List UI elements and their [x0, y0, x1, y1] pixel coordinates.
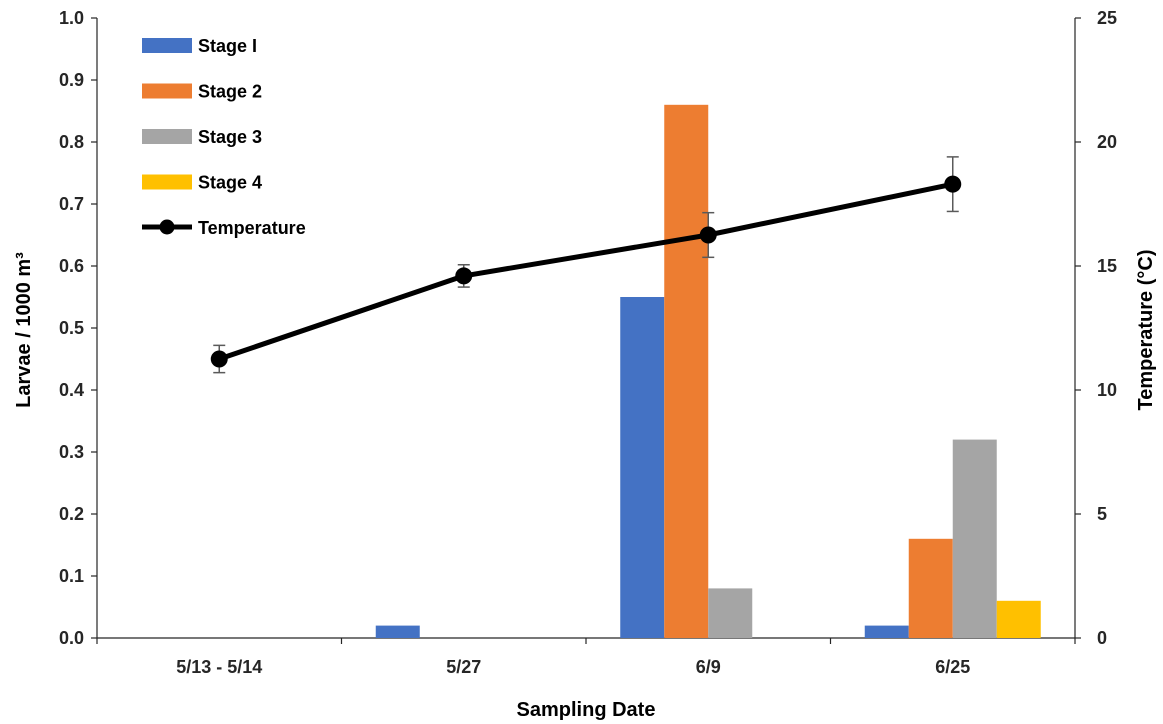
x-tick-label: 6/25 — [935, 657, 970, 677]
bar — [908, 538, 953, 638]
y-tick-label: 0.4 — [59, 380, 84, 400]
x-axis-title: Sampling Date — [517, 699, 656, 721]
temperature-point — [699, 226, 717, 244]
bar — [664, 104, 709, 639]
y-tick-label: 0.6 — [59, 256, 84, 276]
y-tick-label: 0.2 — [59, 504, 84, 524]
bar — [996, 600, 1041, 638]
legend: Stage I Stage 2 Stage 3 Stage 4 Temperature — [142, 36, 306, 238]
y-tick-label: 1.0 — [59, 8, 84, 28]
y2-tick-label: 0 — [1097, 628, 1107, 648]
legend-label: Temperature — [198, 218, 306, 238]
legend-swatch — [142, 129, 192, 144]
y2-tick-label: 5 — [1097, 504, 1107, 524]
legend-swatch — [142, 38, 192, 53]
temperature-line — [218, 181, 954, 362]
axes: 0.0 0.1 0.2 0.3 0.4 0.5 0.6 0.7 0.8 0.9 1.0 0 5 10 15 2… — [59, 8, 1117, 677]
legend-label: Stage 2 — [198, 82, 262, 102]
y-axis-title: Larvae / 1000 m³ — [13, 252, 35, 408]
y-tick-label: 0.8 — [59, 132, 84, 152]
legend-label: Stage 3 — [198, 127, 262, 147]
y2-tick-label: 10 — [1097, 380, 1117, 400]
y-tick-label: 0.1 — [59, 566, 84, 586]
bar — [708, 588, 753, 638]
x-tick-label: 5/27 — [446, 657, 481, 677]
legend-swatch — [142, 83, 192, 99]
x-tick-label: 5/13 - 5/14 — [176, 657, 262, 677]
x-tick-label: 6/9 — [696, 657, 721, 677]
temperature-point — [210, 350, 228, 368]
y-tick-label: 0.5 — [59, 318, 84, 338]
bar — [375, 625, 420, 638]
temperature-line-group — [210, 156, 962, 374]
y2-tick-label: 20 — [1097, 132, 1117, 152]
bar — [952, 439, 997, 638]
legend-swatch — [142, 174, 192, 190]
temperature-point — [455, 267, 473, 285]
legend-label: Stage 4 — [198, 173, 262, 193]
y2-axis-title: Temperature (°C) — [1135, 250, 1157, 411]
y2-tick-label: 15 — [1097, 256, 1117, 276]
temperature-point — [944, 175, 962, 193]
y2-tick-label: 25 — [1097, 8, 1117, 28]
legend-marker — [159, 219, 175, 235]
y-tick-label: 0.3 — [59, 442, 84, 462]
bar — [620, 297, 665, 638]
y-tick-label: 0.7 — [59, 194, 84, 214]
legend-label: Stage I — [198, 36, 257, 56]
y-tick-label: 0.0 — [59, 628, 84, 648]
bars — [375, 104, 1041, 639]
y-tick-label: 0.9 — [59, 70, 84, 90]
bar — [864, 625, 909, 638]
